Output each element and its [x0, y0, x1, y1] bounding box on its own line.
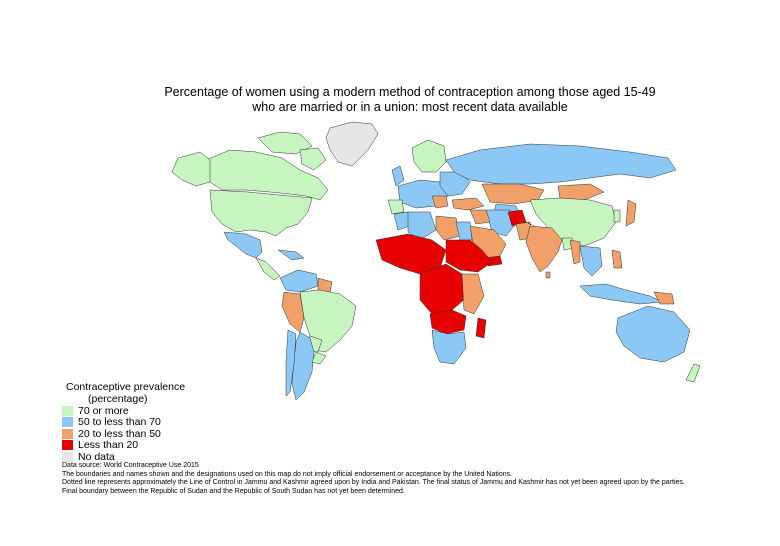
legend-swatch	[62, 405, 73, 416]
region-russia	[445, 143, 677, 185]
legend-item: 50 to less than 70	[62, 416, 262, 429]
region-png	[653, 291, 675, 305]
legend-label: 70 or more	[78, 404, 129, 417]
region-arctic-islands	[257, 131, 313, 155]
region-chile	[285, 329, 297, 397]
region-canada	[205, 149, 329, 201]
region-korea	[613, 209, 621, 223]
map-title: Percentage of women using a modern metho…	[150, 85, 670, 115]
note-sudan: Final boundary between the Republic of S…	[62, 488, 405, 496]
legend-label: No data	[78, 450, 115, 463]
note-disclaimer: The boundaries and names shown and the d…	[62, 470, 513, 478]
note-data-source: Data source: World Contraceptive Use 201…	[62, 462, 199, 469]
region-uruguay	[311, 351, 327, 365]
legend-item: No data	[62, 451, 262, 463]
region-iran	[485, 209, 517, 237]
region-southern-africa	[431, 329, 467, 365]
map-legend: Contraceptive prevalence (percentage) 70…	[62, 381, 262, 463]
region-australia	[615, 305, 691, 363]
region-algeria	[407, 211, 437, 241]
region-sri-lanka	[545, 271, 551, 279]
region-balkans	[431, 195, 449, 209]
region-libya	[435, 215, 461, 241]
legend-label: 20 to less than 50	[78, 427, 161, 440]
region-thailand-indochina	[579, 245, 603, 277]
legend-label: Less than 20	[78, 439, 139, 452]
legend-swatch	[62, 428, 73, 439]
region-myanmar	[569, 239, 581, 265]
map-title-line-2: who are married or in a union: most rece…	[252, 100, 568, 114]
region-east-africa	[461, 273, 485, 315]
legend-label: 50 to less than 70	[78, 416, 161, 429]
region-greenland	[325, 121, 379, 167]
region-caribbean	[277, 249, 305, 261]
legend-swatch	[62, 417, 73, 428]
map-title-line-1: Percentage of women using a modern metho…	[164, 85, 656, 99]
region-egypt	[455, 221, 473, 241]
note-kashmir: Dotted line represents approximately the…	[62, 479, 685, 487]
map-notes: Data source: World Contraceptive Use 201…	[62, 462, 762, 497]
region-mexico	[223, 231, 263, 259]
region-alaska	[171, 151, 211, 187]
region-mongolia	[557, 183, 605, 201]
region-philippines	[611, 249, 623, 269]
region-central-america	[255, 257, 281, 281]
legend-item: 70 or more	[62, 405, 262, 417]
region-usa	[209, 189, 313, 237]
legend-item: Less than 20	[62, 439, 262, 452]
region-peru-bolivia	[281, 291, 305, 333]
region-china	[529, 197, 617, 247]
region-sudan-horn	[445, 239, 493, 273]
region-madagascar	[475, 317, 487, 339]
region-turkey	[451, 197, 485, 211]
region-angola-zambia	[429, 309, 467, 335]
region-central-africa	[419, 263, 467, 315]
legend-item: 20 to less than 50	[62, 428, 262, 440]
legend-swatch	[62, 451, 73, 462]
region-baffin	[299, 147, 327, 171]
region-indonesia	[579, 283, 663, 305]
region-morocco	[393, 211, 411, 231]
region-iraq-syria	[469, 209, 491, 225]
region-india	[525, 225, 563, 273]
legend-title-line-1: Contraceptive prevalence	[66, 381, 186, 393]
region-japan	[625, 199, 637, 227]
region-colombia-venezuela	[279, 269, 319, 293]
legend-swatch	[62, 440, 73, 451]
region-brazil	[299, 289, 357, 353]
region-uk	[391, 165, 405, 187]
region-scandinavia	[411, 139, 447, 173]
region-new-zealand	[685, 363, 701, 383]
legend-title-line-2: (percentage)	[88, 393, 148, 405]
region-iberia	[387, 199, 405, 215]
